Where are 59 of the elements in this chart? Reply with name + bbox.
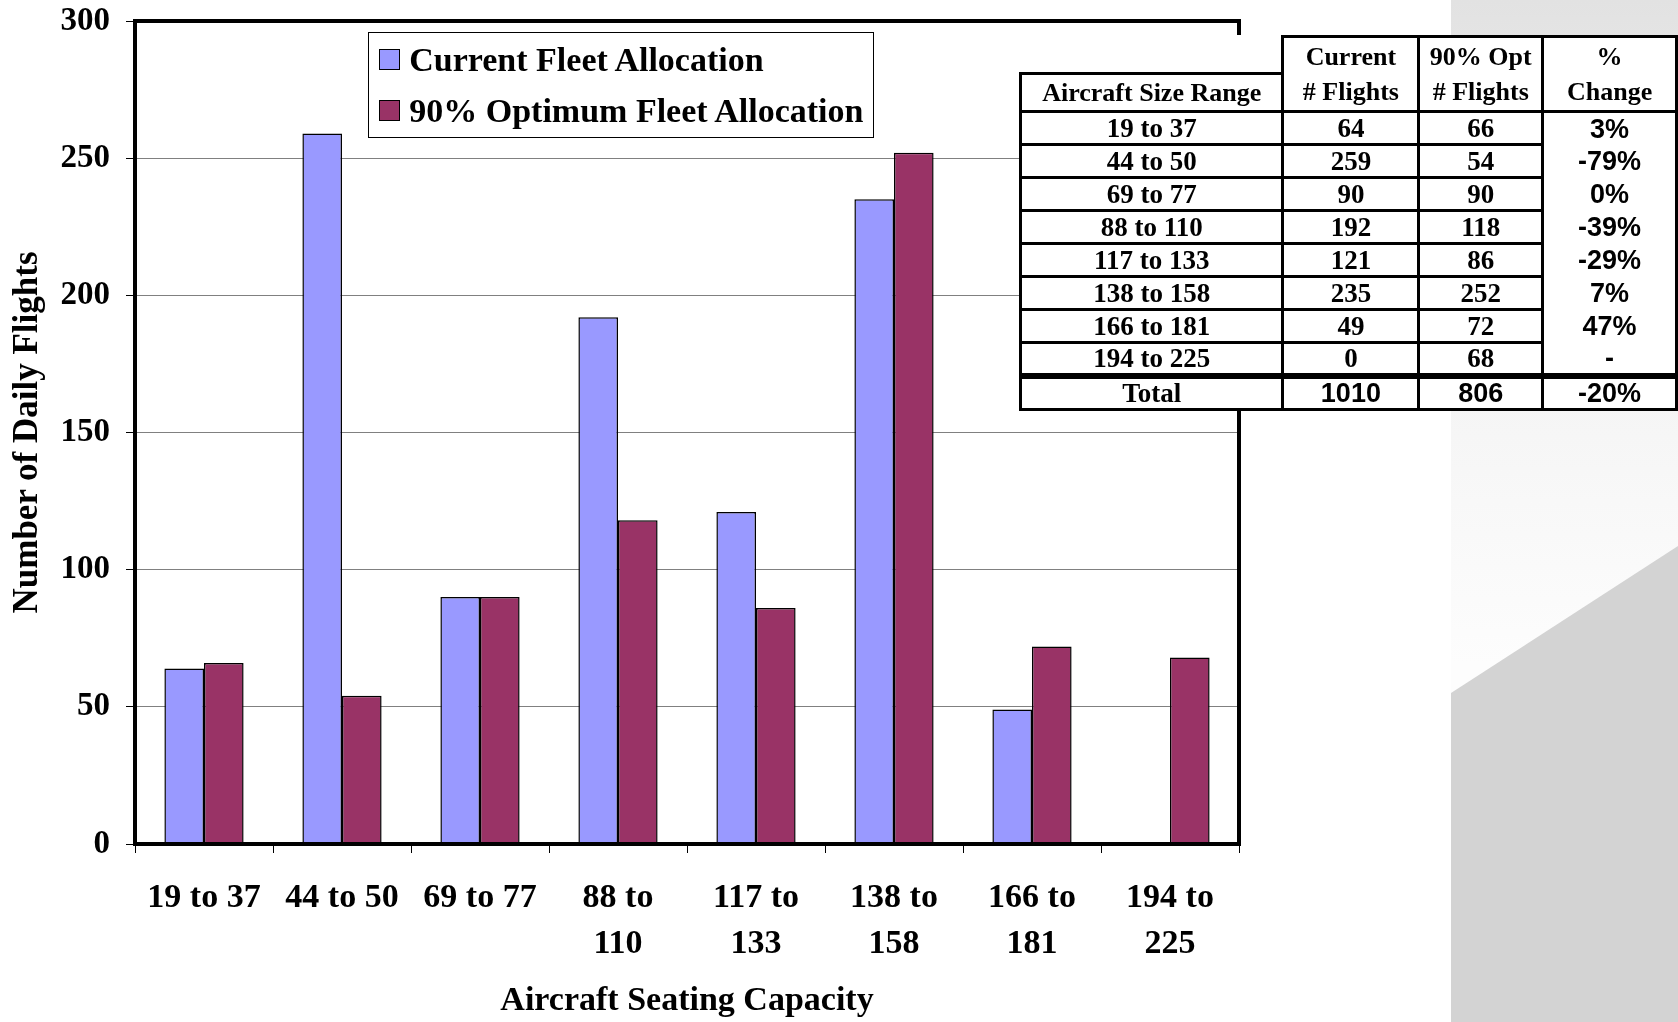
y-tick-label: 0 xyxy=(93,823,110,860)
text: 806 xyxy=(1458,378,1504,409)
text: -79% xyxy=(1578,146,1642,176)
category-label: 88 to 110 xyxy=(1100,212,1203,242)
text: 0% xyxy=(1590,179,1630,209)
legend-label: Current Fleet Allocation xyxy=(409,40,764,79)
text: -39% xyxy=(1578,212,1642,242)
y-tick-label: 200 xyxy=(60,274,110,311)
y-tick-label: 100 xyxy=(60,549,110,586)
text: 90 xyxy=(1337,179,1365,209)
category-label: 138 to 158 xyxy=(1093,278,1211,308)
text: -29% xyxy=(1578,245,1642,275)
text: 259 xyxy=(1330,146,1372,176)
text: 252 xyxy=(1460,278,1501,308)
text: 121 xyxy=(1330,245,1372,275)
category-label: 19 to 37 xyxy=(1106,113,1197,143)
category-label: 117 to 133 xyxy=(1093,245,1210,275)
category-label: 194 to 225 xyxy=(1093,343,1211,374)
text: Current # Flights xyxy=(1302,42,1399,106)
text: 72 xyxy=(1467,311,1495,341)
text: 68 xyxy=(1467,343,1495,374)
text: 54 xyxy=(1467,146,1495,176)
category-label: 69 to 77 xyxy=(1106,179,1197,209)
text: 1010 xyxy=(1320,378,1381,409)
text: 0 xyxy=(1344,343,1358,374)
category-label: 44 to 50 xyxy=(1106,146,1197,176)
text: % Change xyxy=(1566,42,1653,106)
text: 192 xyxy=(1330,212,1372,242)
y-tick-label: 150 xyxy=(60,412,110,449)
text: 235 xyxy=(1330,278,1372,308)
text: 90 xyxy=(1467,179,1495,209)
text: 7% xyxy=(1590,278,1630,308)
x-tick-label: 194 to 225 xyxy=(1126,876,1214,960)
x-tick-label: 166 to 181 xyxy=(988,876,1076,960)
text: 86 xyxy=(1467,245,1495,275)
y-axis-title: Number of Daily Flights xyxy=(6,251,46,614)
annotation: Total xyxy=(1122,378,1182,409)
text: 90% Opt # Flights xyxy=(1429,42,1532,106)
text: 64 xyxy=(1337,113,1365,143)
text: -20% xyxy=(1578,378,1642,409)
text: 118 xyxy=(1461,212,1501,242)
x-tick-label: 117 to 133 xyxy=(713,876,799,960)
y-tick-label: 250 xyxy=(60,137,110,174)
x-tick-label: 88 to 110 xyxy=(582,876,654,960)
y-tick-label: 50 xyxy=(77,686,110,723)
text: - xyxy=(1605,342,1615,373)
category-label: 166 to 181 xyxy=(1093,311,1211,341)
y-tick-label: 300 xyxy=(60,0,110,37)
x-tick-label: 69 to 77 xyxy=(423,876,537,914)
x-tick-label: 138 to 158 xyxy=(850,876,938,960)
x-axis-title: Aircraft Seating Capacity xyxy=(500,980,874,1018)
text: 66 xyxy=(1467,113,1495,143)
annotation: Aircraft Size Range xyxy=(1042,78,1262,107)
text: 3% xyxy=(1590,113,1630,144)
legend-label: 90% Optimum Fleet Allocation xyxy=(409,91,864,130)
x-tick-label: 19 to 37 xyxy=(147,876,261,914)
text: 49 xyxy=(1337,311,1365,341)
x-tick-label: 44 to 50 xyxy=(285,876,399,914)
text: 47% xyxy=(1582,311,1637,341)
